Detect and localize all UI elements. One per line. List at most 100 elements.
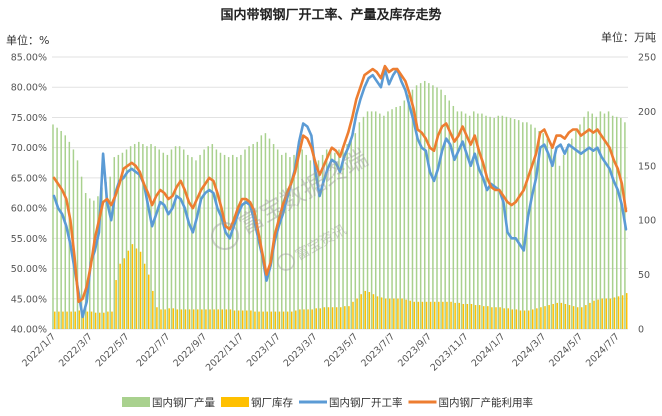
bar — [481, 113, 483, 330]
bar — [327, 307, 330, 329]
bar — [66, 311, 68, 329]
bar — [527, 310, 530, 329]
bar — [260, 135, 263, 329]
bar — [215, 149, 218, 329]
bar — [160, 309, 162, 329]
bar — [458, 302, 460, 329]
bar — [380, 297, 383, 329]
bar — [544, 306, 546, 329]
bar — [589, 302, 591, 329]
bar — [248, 146, 250, 329]
bar — [611, 115, 614, 329]
bar — [595, 116, 598, 329]
y-right-tick-label: 200 — [638, 107, 656, 118]
watermark-small-text: 富宝资讯 — [292, 221, 349, 264]
bar — [419, 83, 422, 329]
bar — [241, 310, 244, 329]
bar — [201, 309, 203, 329]
bar — [121, 152, 124, 329]
bar — [548, 305, 550, 329]
bar — [432, 85, 434, 330]
bar — [607, 111, 610, 330]
bar — [84, 193, 87, 329]
bar — [389, 298, 391, 329]
bar — [466, 303, 469, 329]
bar — [344, 306, 346, 329]
bar — [172, 308, 175, 329]
bar — [274, 311, 277, 329]
bar — [270, 311, 273, 329]
bar — [123, 258, 125, 329]
bar — [142, 144, 144, 329]
x-tick-label: 2024/1/7 — [470, 331, 508, 369]
bar — [315, 308, 317, 329]
bar — [188, 309, 191, 329]
bar — [152, 290, 154, 329]
bar — [323, 307, 326, 329]
bar — [82, 311, 85, 329]
bar — [58, 311, 60, 329]
bar — [164, 309, 166, 329]
bar — [139, 251, 142, 329]
bar — [558, 165, 561, 329]
bar — [423, 80, 426, 329]
bar — [579, 124, 581, 330]
bar — [113, 157, 116, 329]
bar — [64, 135, 66, 329]
bar — [119, 263, 121, 329]
bar — [372, 294, 375, 329]
bar — [566, 144, 569, 329]
bar — [615, 116, 618, 329]
bar — [285, 152, 287, 329]
bar — [356, 298, 358, 329]
bar — [252, 144, 254, 329]
bar — [125, 149, 128, 329]
bar — [135, 248, 138, 329]
x-tick-label: 2023/9/7 — [396, 331, 434, 369]
bar — [138, 141, 140, 329]
bar — [391, 109, 393, 329]
bar — [76, 160, 79, 329]
bar — [532, 309, 534, 329]
bar — [585, 305, 587, 329]
bar — [231, 154, 234, 329]
bar — [94, 312, 97, 329]
bar — [546, 138, 549, 329]
bar — [507, 308, 509, 329]
bar — [244, 149, 246, 329]
x-tick-label: 2023/7/7 — [359, 331, 397, 369]
bar — [499, 307, 501, 329]
bar — [309, 160, 312, 329]
bar — [530, 124, 532, 330]
bar — [429, 301, 432, 329]
x-tick-label: 2024/3/7 — [510, 331, 548, 369]
y-left-tick-label: 60.00% — [11, 204, 47, 215]
bar — [146, 146, 148, 329]
x-tick-label: 2023/5/7 — [323, 331, 361, 369]
bar — [358, 122, 361, 329]
bar — [225, 309, 228, 329]
bar — [289, 157, 291, 329]
bar — [197, 309, 199, 329]
bar — [374, 111, 377, 330]
bar — [613, 297, 616, 329]
bar — [154, 146, 156, 329]
bar — [321, 154, 324, 329]
y-left-tick-label: 85.00% — [11, 53, 47, 64]
line-series-group — [52, 64, 628, 319]
bar — [601, 298, 603, 329]
bar — [501, 115, 504, 329]
bar — [342, 146, 344, 329]
bar — [478, 305, 481, 329]
bar — [503, 308, 505, 329]
right-axis-unit: 单位：万吨 — [601, 30, 656, 44]
x-tick-label: 2022/9/7 — [171, 331, 209, 369]
bar — [450, 301, 452, 329]
y-left-tick-label: 70.00% — [11, 143, 47, 154]
bar — [454, 302, 456, 329]
bar — [305, 154, 308, 329]
bar — [603, 113, 606, 330]
bar — [93, 200, 95, 329]
y-left-tick-label: 40.00% — [11, 325, 47, 336]
bar — [538, 130, 540, 329]
